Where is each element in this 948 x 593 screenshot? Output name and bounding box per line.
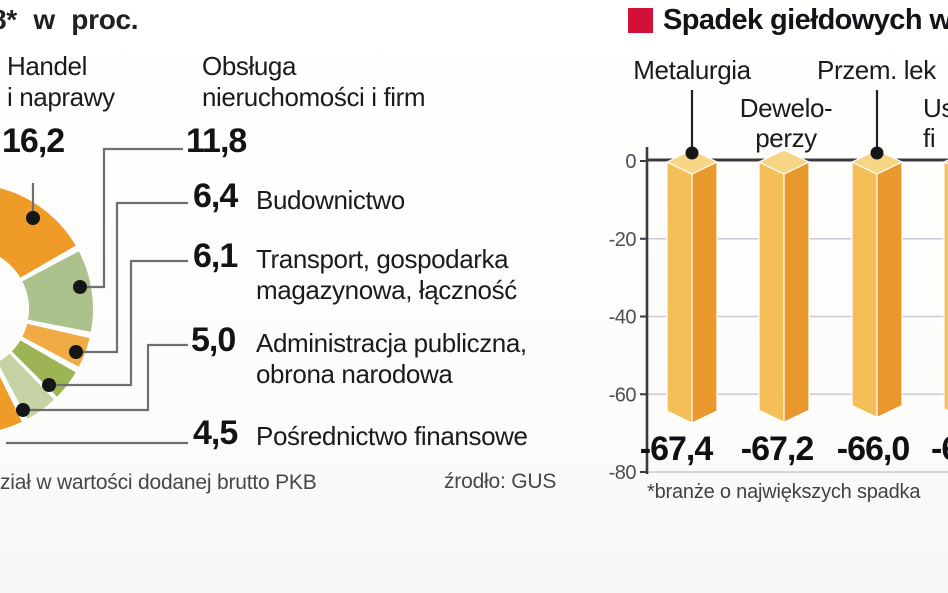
right-chart-footnote: *branże o największych spadka: [647, 481, 921, 503]
donut-segment-1: [19, 248, 95, 335]
donut-value-label-0: 16,2: [2, 122, 65, 160]
donut-segment-label-line: Budownictwo: [256, 185, 405, 215]
bar-category-label-line: perzy: [755, 123, 817, 153]
donut-segment-label-line: i naprawy: [7, 82, 115, 112]
callout-dot-0: [26, 211, 40, 225]
donut-value-label-3: 6,1: [193, 237, 238, 275]
callout-dot-3: [42, 378, 56, 392]
bar-1: [757, 149, 811, 424]
bar-right-face-1: [783, 161, 810, 424]
bar-3: [942, 159, 948, 412]
donut-value-label-5: 4,5: [193, 414, 238, 452]
bar-category-label-3: Us fi: [923, 93, 948, 153]
y-tick-label-0: 0: [625, 151, 636, 173]
bar-category-label-line: Przem. lek: [817, 55, 936, 85]
left-chart-footnote: ział w wartości dodanej brutto PKB: [0, 471, 317, 494]
bar-category-label-1: Dewelo-perzy: [740, 93, 833, 153]
bar-category-label-0: Metalurgia: [633, 55, 751, 85]
bar-category-label-line: Us: [923, 93, 948, 123]
bar-value-label-2: -66,0: [836, 430, 910, 468]
left-chart-title-fragment: 8* w proc.: [0, 4, 139, 35]
bar-value-label-0: -67,4: [639, 430, 713, 468]
donut-segment-label-line: Administracja publiczna,: [256, 328, 527, 358]
bar-left-face-2: [851, 161, 878, 419]
donut-segment-label-line: magazynowa, łączność: [256, 275, 517, 305]
bar-left-face-1: [758, 161, 785, 424]
bar-value-label-3: -6: [931, 430, 948, 468]
callout-dot-1: [73, 280, 87, 294]
donut-segment-label-line: nieruchomości i firm: [202, 82, 426, 112]
callout-line-2: [76, 201, 188, 354]
bar-left-face-3: [943, 161, 948, 412]
donut-segment-label-5: Pośrednictwo finansowe: [256, 421, 528, 452]
donut-value-label-2: 6,4: [193, 177, 238, 215]
donut-segment-label-line: obrona narodowa: [256, 359, 453, 389]
bar-category-label-line: fi: [923, 123, 936, 153]
callout-line-3: [49, 259, 188, 387]
donut-segment-label-line: Obsługa: [202, 51, 297, 81]
donut-value-label-1: 11,8: [186, 122, 247, 160]
callout-dot-4: [16, 403, 30, 417]
bar-left-face-0: [666, 161, 693, 424]
donut-segment-label-1: Obsługa nieruchomości i firm: [202, 51, 426, 113]
y-tick-label--80: -80: [609, 462, 637, 484]
bar-value-label-1: -67,2: [740, 430, 814, 468]
bar-right-face-0: [691, 161, 718, 424]
donut-value-label-4: 5,0: [191, 321, 236, 359]
bar-top-face-1: [757, 149, 811, 175]
y-tick-label--40: -40: [609, 307, 637, 329]
callout-line-4: [23, 343, 188, 412]
right-chart-title: Spadek giełdowych w: [663, 4, 948, 36]
donut-segment-label-2: Budownictwo: [256, 185, 405, 216]
donut-segment-label-line: Handel: [7, 51, 87, 81]
bar-top-face-0: [665, 149, 719, 175]
donut-segment-label-0: Handel i naprawy: [7, 51, 115, 113]
donut-segment-5: [0, 372, 25, 432]
donut-segment-3: [9, 338, 79, 400]
category-connector-dot-0: [685, 146, 699, 160]
donut-chart: [0, 147, 188, 445]
donut-segment-0: [0, 186, 79, 280]
callout-line-1: [80, 147, 183, 289]
y-tick-label--20: -20: [609, 229, 637, 251]
donut-segment-label-4: Administracja publiczna, obrona narodowa: [256, 328, 527, 390]
category-connector-dot-1: [870, 146, 884, 160]
red-square-bullet-icon: [628, 8, 653, 33]
donut-segment-label-line: Transport, gospodarka: [256, 244, 509, 274]
bar-right-face-2: [876, 161, 903, 419]
bar-top-face-3: [942, 159, 948, 165]
bar-category-label-line: Metalurgia: [633, 55, 751, 85]
bar-top-face-2: [850, 149, 904, 175]
bar-category-label-line: Dewelo-: [739, 93, 833, 123]
bar-2: [850, 149, 904, 419]
donut-segment-label-line: Pośrednictwo finansowe: [256, 421, 528, 451]
donut-segment-label-3: Transport, gospodarka magazynowa, łącznoś…: [256, 244, 517, 306]
donut-segment-4: [0, 351, 57, 422]
callout-dot-2: [69, 345, 83, 359]
bar-category-label-2: Przem. lek: [817, 55, 936, 85]
left-chart-source: źrodło: GUS: [444, 470, 557, 493]
y-tick-label--60: -60: [609, 384, 637, 406]
bar-chart: 0 -20 -40 -60 -80: [609, 90, 948, 484]
bar-0: [665, 149, 719, 424]
